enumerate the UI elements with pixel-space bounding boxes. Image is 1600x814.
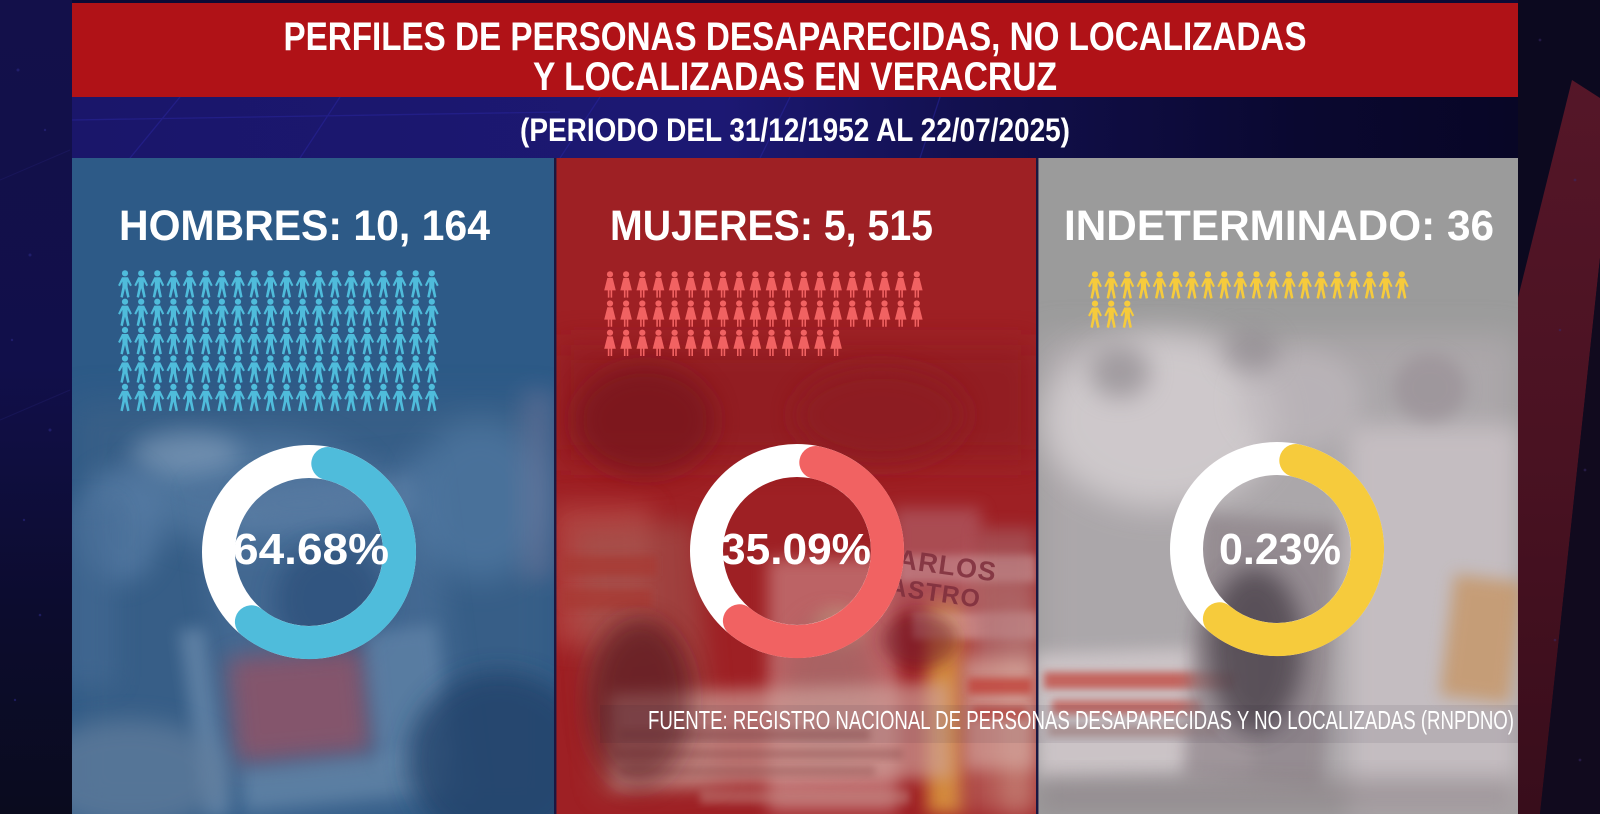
svg-text:64.68%: 64.68% [233,525,389,574]
svg-text:(PERIODO DEL 31/12/1952 AL 22/: (PERIODO DEL 31/12/1952 AL 22/07/2025) [520,112,1070,148]
svg-text:35.09%: 35.09% [721,525,871,574]
svg-text:FUENTE: REGISTRO NACIONAL DE P: FUENTE: REGISTRO NACIONAL DE PERSONAS DE… [648,705,1514,735]
svg-text:Y LOCALIZADAS EN VERACRUZ: Y LOCALIZADAS EN VERACRUZ [533,55,1057,99]
svg-text:INDETERMINADO: 36: INDETERMINADO: 36 [1064,202,1494,250]
svg-text:PERFILES DE PERSONAS DESAPAREC: PERFILES DE PERSONAS DESAPARECIDAS, NO L… [284,15,1307,59]
svg-text:0.23%: 0.23% [1219,525,1341,574]
svg-text:HOMBRES: 10, 164: HOMBRES: 10, 164 [119,202,490,250]
svg-text:MUJERES: 5, 515: MUJERES: 5, 515 [610,202,933,250]
